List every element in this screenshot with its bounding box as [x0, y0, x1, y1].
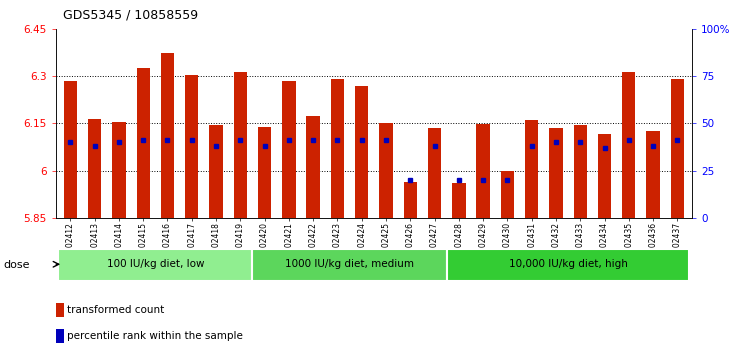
Bar [446, 249, 690, 281]
Bar [403, 182, 417, 218]
Bar [574, 125, 587, 218]
Bar [88, 119, 101, 218]
Text: 10,000 IU/kg diet, high: 10,000 IU/kg diet, high [509, 259, 627, 269]
Bar [379, 123, 393, 218]
Bar [525, 120, 539, 218]
Bar [185, 75, 199, 218]
Bar [252, 249, 446, 281]
Bar [112, 122, 126, 218]
Bar [56, 329, 64, 343]
Bar [622, 72, 635, 218]
Bar [234, 72, 247, 218]
Text: 100 IU/kg diet, low: 100 IU/kg diet, low [106, 259, 204, 269]
Text: dose: dose [4, 260, 31, 270]
Bar [137, 68, 150, 218]
Bar [307, 115, 320, 218]
Text: transformed count: transformed count [67, 305, 164, 315]
Bar [647, 131, 660, 218]
Bar [58, 249, 252, 281]
Bar [64, 81, 77, 218]
Text: percentile rank within the sample: percentile rank within the sample [67, 331, 243, 341]
Bar [331, 79, 344, 218]
Bar [355, 86, 368, 218]
Bar [56, 303, 64, 317]
Bar [161, 53, 174, 218]
Bar [282, 81, 295, 218]
Text: 1000 IU/kg diet, medium: 1000 IU/kg diet, medium [285, 259, 414, 269]
Bar [428, 128, 441, 218]
Bar [549, 128, 562, 218]
Bar [476, 124, 490, 218]
Bar [501, 171, 514, 218]
Bar [670, 79, 684, 218]
Text: GDS5345 / 10858559: GDS5345 / 10858559 [63, 9, 199, 22]
Bar [598, 134, 611, 218]
Bar [258, 127, 272, 218]
Bar [209, 125, 222, 218]
Bar [452, 183, 466, 218]
